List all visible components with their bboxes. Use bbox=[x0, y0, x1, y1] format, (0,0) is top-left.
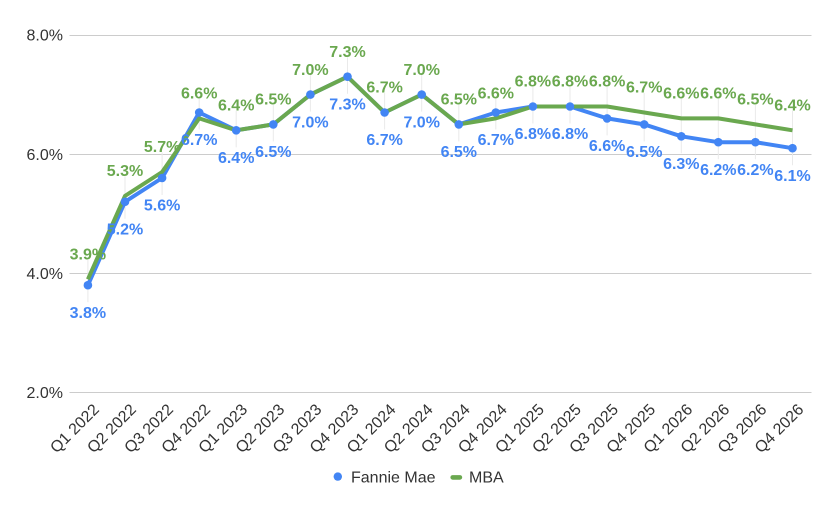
svg-text:6.0%: 6.0% bbox=[27, 147, 63, 164]
svg-text:3.8%: 3.8% bbox=[70, 305, 106, 322]
svg-text:3.9%: 3.9% bbox=[70, 247, 106, 264]
svg-text:6.2%: 6.2% bbox=[700, 162, 736, 179]
svg-text:6.1%: 6.1% bbox=[774, 168, 810, 185]
svg-text:7.0%: 7.0% bbox=[292, 62, 328, 79]
svg-text:6.5%: 6.5% bbox=[626, 144, 662, 161]
svg-text:6.6%: 6.6% bbox=[700, 86, 736, 103]
svg-text:6.8%: 6.8% bbox=[515, 126, 551, 143]
svg-text:5.2%: 5.2% bbox=[107, 222, 143, 239]
svg-text:6.7%: 6.7% bbox=[478, 132, 514, 149]
svg-text:6.5%: 6.5% bbox=[255, 144, 291, 161]
svg-text:6.7%: 6.7% bbox=[626, 80, 662, 97]
svg-text:5.3%: 5.3% bbox=[107, 163, 143, 180]
svg-text:6.5%: 6.5% bbox=[441, 144, 477, 161]
svg-text:6.4%: 6.4% bbox=[774, 98, 810, 115]
svg-text:7.3%: 7.3% bbox=[329, 96, 365, 113]
svg-text:6.8%: 6.8% bbox=[552, 74, 588, 91]
svg-text:6.8%: 6.8% bbox=[515, 74, 551, 91]
svg-text:6.7%: 6.7% bbox=[366, 80, 402, 97]
svg-text:4.0%: 4.0% bbox=[27, 266, 63, 283]
svg-text:6.4%: 6.4% bbox=[218, 150, 254, 167]
svg-text:6.5%: 6.5% bbox=[737, 92, 773, 109]
svg-text:6.6%: 6.6% bbox=[663, 86, 699, 103]
svg-text:Fannie Mae: Fannie Mae bbox=[351, 470, 436, 487]
svg-text:6.5%: 6.5% bbox=[441, 92, 477, 109]
svg-text:5.7%: 5.7% bbox=[144, 139, 180, 156]
svg-text:6.6%: 6.6% bbox=[589, 138, 625, 155]
svg-text:6.8%: 6.8% bbox=[552, 126, 588, 143]
svg-text:7.0%: 7.0% bbox=[403, 114, 439, 131]
svg-text:MBA: MBA bbox=[469, 470, 504, 487]
svg-text:8.0%: 8.0% bbox=[27, 28, 63, 45]
svg-text:6.8%: 6.8% bbox=[589, 74, 625, 91]
svg-text:6.4%: 6.4% bbox=[218, 98, 254, 115]
svg-text:6.2%: 6.2% bbox=[737, 162, 773, 179]
svg-text:7.0%: 7.0% bbox=[403, 62, 439, 79]
svg-text:6.5%: 6.5% bbox=[255, 92, 291, 109]
svg-text:6.6%: 6.6% bbox=[181, 86, 217, 103]
svg-text:5.6%: 5.6% bbox=[144, 198, 180, 215]
svg-text:7.0%: 7.0% bbox=[292, 114, 328, 131]
svg-text:7.3%: 7.3% bbox=[329, 44, 365, 61]
svg-text:6.7%: 6.7% bbox=[181, 132, 217, 149]
svg-text:6.7%: 6.7% bbox=[366, 132, 402, 149]
svg-text:6.3%: 6.3% bbox=[663, 156, 699, 173]
svg-text:6.6%: 6.6% bbox=[478, 86, 514, 103]
svg-text:2.0%: 2.0% bbox=[27, 385, 63, 402]
